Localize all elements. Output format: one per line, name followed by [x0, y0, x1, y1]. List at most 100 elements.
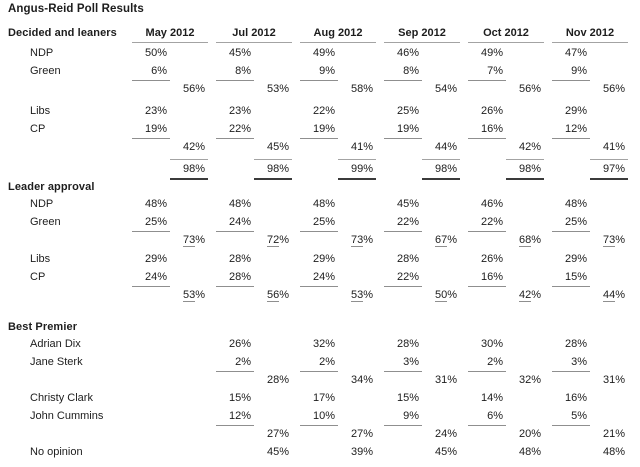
row-label: Green — [30, 216, 61, 228]
subtotal-cell — [506, 250, 544, 268]
total-cell: 98% — [506, 159, 544, 180]
column-gap — [292, 371, 300, 389]
table-row: CP 19% 22% 19% 19% 16% 12% — [8, 120, 640, 139]
value-cell — [216, 80, 254, 98]
value-cell: 28% — [396, 338, 419, 350]
subtotal-cell — [590, 102, 628, 120]
value-cell: 19% — [384, 120, 422, 139]
column-gap — [544, 80, 552, 98]
column-header: Sep 2012 — [384, 24, 460, 43]
column-gap — [376, 213, 384, 232]
value-cell: 16% — [564, 392, 587, 404]
value-cell — [468, 80, 506, 98]
subtotal-cell — [338, 102, 376, 120]
row-label — [8, 286, 132, 304]
column-gap — [376, 62, 384, 81]
subtotal-digits: 73 — [602, 234, 616, 247]
subtotal-cell — [170, 443, 208, 461]
subtotal-cell: 32% — [518, 374, 541, 386]
value-cell: 45% — [396, 198, 419, 210]
value-cell: 22% — [312, 105, 335, 117]
subtotal-cell: 73% — [350, 234, 373, 247]
value-cell — [216, 443, 254, 461]
subtotal-cell: 56% — [518, 83, 541, 95]
subtotal-cell: 45% — [434, 446, 457, 458]
subtotal-cell — [254, 213, 292, 232]
value-cell: 22% — [384, 268, 422, 287]
subtotal-cell: 54% — [434, 83, 457, 95]
column-gap — [628, 231, 636, 249]
value-cell — [468, 159, 506, 180]
column-gap — [544, 250, 552, 268]
column-gap — [544, 24, 552, 43]
subtotal-digits: 68 — [518, 234, 532, 247]
section-label-row: Leader approval — [8, 180, 640, 195]
row-label — [8, 80, 132, 98]
subtotal-cell — [338, 120, 376, 139]
value-cell: 2% — [468, 353, 506, 372]
column-gap — [208, 231, 216, 249]
subtotal-cell — [422, 335, 460, 353]
value-cell: 15% — [552, 268, 590, 287]
column-gap — [628, 102, 636, 120]
subtotal-cell — [590, 120, 628, 139]
value-cell — [132, 353, 170, 372]
column-gap — [628, 250, 636, 268]
section-label: Leader approval — [8, 181, 95, 193]
subtotal-cell — [338, 62, 376, 81]
column-gap — [208, 335, 216, 353]
row-label: NDP — [30, 47, 54, 59]
value-cell: 48% — [228, 198, 251, 210]
value-cell: 46% — [396, 47, 419, 59]
column-gap — [460, 286, 468, 304]
row-label — [8, 138, 132, 156]
table-row: No opinion 45% 39% 45% 48% 48% — [8, 443, 640, 461]
column-gap — [460, 120, 468, 139]
subtotal-cell: 53% — [182, 289, 205, 302]
column-gap — [292, 335, 300, 353]
value-cell — [384, 286, 422, 304]
value-cell: 9% — [384, 407, 422, 426]
column-gap — [544, 138, 552, 156]
value-cell — [552, 371, 590, 389]
subtotal-cell — [506, 62, 544, 81]
column-gap — [460, 250, 468, 268]
subtotal-cell — [170, 371, 208, 389]
column-gap — [544, 407, 552, 426]
value-cell — [552, 159, 590, 180]
value-cell: 48% — [564, 198, 587, 210]
value-cell: 23% — [144, 105, 167, 117]
column-gap — [544, 268, 552, 287]
column-gap — [460, 443, 468, 461]
value-cell: 26% — [480, 105, 503, 117]
value-cell — [300, 371, 338, 389]
value-cell — [552, 231, 590, 249]
subtotal-cell: 41% — [350, 141, 373, 153]
subtotal-cell — [422, 120, 460, 139]
column-gap — [460, 62, 468, 81]
value-cell: 2% — [216, 353, 254, 372]
section-label: Decided and leaners — [8, 27, 117, 39]
subtotal-digits: 44 — [602, 289, 616, 302]
column-gap — [628, 443, 636, 461]
value-cell — [468, 443, 506, 461]
column-gap — [292, 120, 300, 139]
value-cell: 19% — [300, 120, 338, 139]
column-gap — [376, 371, 384, 389]
column-gap — [208, 159, 216, 180]
column-gap — [208, 24, 216, 43]
column-gap — [292, 80, 300, 98]
column-gap — [628, 268, 636, 287]
subtotal-cell: 41% — [602, 141, 625, 153]
subtotal-cell — [422, 407, 460, 426]
value-cell: 25% — [300, 213, 338, 232]
value-cell — [216, 286, 254, 304]
column-gap — [628, 24, 636, 43]
row-label — [8, 231, 132, 249]
value-cell: 49% — [480, 47, 503, 59]
subtotal-cell — [506, 407, 544, 426]
value-cell — [468, 286, 506, 304]
row-label — [8, 371, 132, 389]
column-gap — [628, 80, 636, 98]
table-row: Green 6% 8% 9% 8% 7% 9% — [8, 62, 640, 81]
